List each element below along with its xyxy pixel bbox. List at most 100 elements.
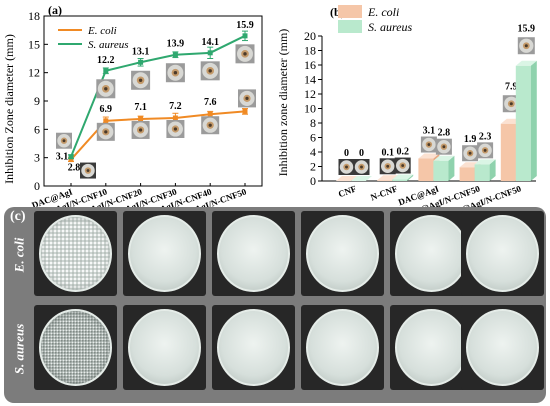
petri-dish-photo-s-aureus-1 [34, 305, 117, 390]
data-label: 2.8 [438, 128, 451, 139]
y-tick-label: 16 [304, 58, 316, 72]
series-e-coli [68, 108, 248, 163]
zone-thumbnail-center [245, 96, 249, 101]
data-label: 7.9 [505, 82, 518, 93]
petri-dish [466, 309, 539, 386]
legend: E. coli S. aureus [58, 25, 129, 51]
petri-dish-photo-s-aureus-4 [301, 305, 384, 390]
y-axis-label: Inhibition Zone diameter (mm) [2, 34, 16, 184]
bar-s-aureus [351, 176, 372, 182]
zone-thumbnail [131, 70, 151, 90]
bar-top [433, 155, 455, 161]
zone-thumbnail [235, 44, 255, 64]
zone-thumbnail-center [483, 148, 487, 152]
data-point [68, 154, 74, 160]
petri-dish-photo-s-aureus-2 [123, 305, 206, 390]
bar-side [407, 174, 414, 181]
data-label: 12.2 [97, 55, 115, 66]
y-tick-label: 14 [304, 73, 316, 87]
data-label: 0 [344, 148, 349, 159]
zone-thumbnail [238, 89, 256, 108]
x-tick-label: N-CNF [369, 183, 399, 202]
y-tick-label: 9 [34, 94, 40, 108]
chart-a: 0 3 6 9 12 15 18 Inhibition Zone diameter (mm) (… [2, 3, 263, 207]
zone-thumbnail-center [208, 123, 212, 127]
petri-dish [128, 215, 201, 292]
bar-s-aureus [474, 159, 496, 181]
zone-thumbnail-center [345, 165, 348, 169]
bar-side [530, 60, 537, 181]
zone-thumbnail [462, 145, 479, 162]
data-point [68, 157, 74, 163]
zone-thumbnail-center [138, 128, 143, 132]
y-tick-label: 12 [28, 66, 40, 80]
bar-front [515, 65, 531, 181]
y-tick-label: 4 [310, 145, 316, 159]
zone-thumbnail [96, 122, 115, 141]
bar-top [392, 174, 414, 180]
y-tick-label: 18 [28, 9, 40, 23]
petri-dish [395, 309, 468, 386]
bar-front [474, 164, 490, 181]
zone-thumbnail-center [208, 69, 212, 73]
row-label-s-aureus-text: S. aureus [11, 323, 27, 375]
petri-dish-photo-e-coli-1 [34, 211, 117, 296]
y-tick-label: 20 [304, 29, 316, 43]
petri-dish-photo-s-aureus-6 [461, 305, 544, 390]
data-point [242, 108, 248, 114]
zone-thumbnail-center [104, 87, 108, 91]
data-point [138, 116, 144, 122]
data-label: 0.2 [396, 147, 409, 158]
zone-thumbnail [353, 159, 370, 175]
petri-dish [217, 215, 290, 292]
bar-top [351, 176, 372, 181]
bar-top [474, 159, 496, 165]
row-label-e-coli: E. coli [6, 211, 32, 299]
bar-front [433, 160, 449, 181]
zone-thumbnail [517, 37, 535, 55]
y-tick-label: 12 [304, 87, 316, 101]
data-label: 3.1 [56, 152, 69, 163]
zone-thumbnail [166, 120, 185, 138]
petri-dish [306, 215, 379, 292]
petri-dish-photo-e-coli-2 [123, 211, 206, 296]
data-label: 1.9 [464, 134, 477, 145]
bar-top [418, 153, 440, 159]
y-tick-label: 18 [304, 44, 316, 58]
petri-dish-photo-s-aureus-3 [212, 305, 295, 390]
zone-thumbnail-center [104, 130, 108, 134]
y-tick-label: 8 [310, 116, 316, 130]
zone-thumbnail-center [427, 143, 431, 146]
petri-dish [466, 215, 539, 292]
zone-thumbnail-center [468, 151, 472, 155]
data-point [103, 68, 109, 74]
zone-thumbnail-center [173, 71, 178, 75]
petri-dish-photo-e-coli-4 [301, 211, 384, 296]
data-label: 13.9 [167, 39, 185, 50]
zone-thumbnail-center [442, 145, 446, 149]
y-tick-label: 0 [34, 179, 40, 193]
petri-dish [395, 215, 468, 292]
bar-e-coli [336, 176, 357, 182]
series-s-aureus [68, 30, 248, 160]
bar-front [377, 180, 393, 181]
petri-dish [306, 309, 379, 386]
data-point [207, 50, 213, 56]
zone-thumbnail [96, 79, 116, 99]
data-label: 0 [359, 148, 364, 159]
data-label: 14.1 [201, 37, 219, 48]
petri-dish [128, 309, 201, 386]
zone-thumbnail-center [173, 127, 178, 131]
zone-thumbnail-center [524, 44, 528, 48]
data-label: 7.6 [204, 97, 217, 108]
legend-swatch [338, 5, 362, 18]
petri-dish [39, 309, 112, 386]
legend-swatch [338, 20, 362, 33]
legend-label: E. coli [367, 5, 399, 19]
zone-thumbnail [420, 136, 437, 153]
petri-dish-photo-e-coli-6 [461, 211, 544, 296]
legend-label: S. aureus [368, 20, 413, 34]
legend-label: S. aureus [88, 39, 129, 51]
data-point [172, 115, 178, 121]
